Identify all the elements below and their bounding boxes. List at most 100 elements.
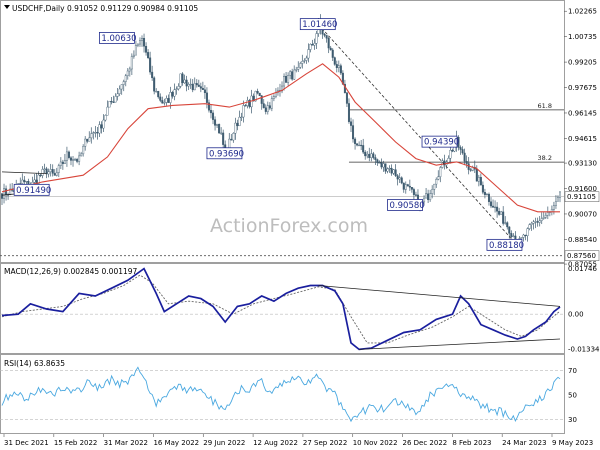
candle-body bbox=[414, 194, 417, 196]
candle-body bbox=[59, 161, 62, 166]
candle-body bbox=[542, 217, 545, 219]
fib-label: 38.2 bbox=[538, 154, 552, 162]
candle-body bbox=[3, 188, 6, 199]
x-tick-label: 26 Dec 2022 bbox=[403, 439, 448, 447]
candle-body bbox=[398, 177, 401, 180]
candle-body bbox=[90, 133, 93, 139]
candle-body bbox=[313, 43, 316, 46]
candle-body bbox=[214, 119, 217, 126]
candle-body bbox=[167, 98, 170, 103]
x-tick-label: 29 Jun 2022 bbox=[203, 439, 245, 447]
candle-body bbox=[82, 146, 85, 155]
candle-body bbox=[289, 71, 292, 76]
candle-body bbox=[159, 96, 162, 101]
moving-average-line bbox=[1, 63, 560, 213]
candle-body bbox=[315, 33, 318, 44]
y-tick-label: 0.91600 bbox=[568, 185, 597, 193]
candle-body bbox=[465, 161, 468, 164]
price-tag-label: 0.87560 bbox=[567, 252, 596, 260]
candle-body bbox=[364, 151, 367, 157]
candle-body bbox=[187, 84, 190, 87]
candle-body bbox=[266, 105, 269, 112]
candle-body bbox=[25, 181, 28, 183]
candle-body bbox=[236, 122, 239, 127]
macd-y-tick-label: 0.00 bbox=[568, 311, 584, 319]
candle-body bbox=[305, 57, 308, 61]
candle-body bbox=[169, 92, 172, 103]
price-box bbox=[98, 32, 135, 44]
candle-body bbox=[23, 179, 26, 182]
x-tick-label: 12 Aug 2022 bbox=[253, 439, 298, 447]
candle-body bbox=[207, 102, 210, 111]
candle-body bbox=[378, 162, 381, 164]
candle-body bbox=[151, 71, 154, 79]
rsi-y-tick-label: 70 bbox=[568, 367, 577, 375]
candle-body bbox=[337, 65, 340, 69]
candle-body bbox=[433, 183, 436, 190]
candle-body bbox=[384, 163, 387, 172]
price-layer: 1.00630 1.01460 0.93690 0.94390 0.90580 0.881… bbox=[1, 14, 562, 251]
candle-body bbox=[360, 144, 363, 147]
x-tick-label: 31 Dec 2021 bbox=[4, 439, 49, 447]
candle-body bbox=[165, 98, 168, 103]
candle-body bbox=[354, 138, 357, 144]
triangle-down-icon[interactable] bbox=[4, 5, 10, 9]
dashed-trendline bbox=[318, 24, 518, 246]
candle-body bbox=[138, 40, 141, 45]
candle-body bbox=[134, 45, 137, 56]
x-tick-label: 24 Mar 2023 bbox=[502, 439, 546, 447]
candle-body bbox=[43, 168, 46, 170]
y-tick-label: 0.99205 bbox=[568, 59, 597, 67]
candle-body bbox=[256, 90, 259, 94]
candle-body bbox=[5, 188, 8, 195]
candle-body bbox=[183, 79, 186, 84]
candle-body bbox=[155, 91, 158, 93]
candle-body bbox=[212, 112, 215, 120]
candle-body bbox=[163, 102, 166, 104]
rsi-header: RSI(14) 63.8635 bbox=[4, 359, 65, 368]
candle-body bbox=[540, 218, 543, 221]
candle-body bbox=[559, 191, 562, 198]
candle-body bbox=[232, 133, 235, 141]
candle-body bbox=[65, 151, 68, 161]
candle-body bbox=[106, 106, 109, 116]
candle-body bbox=[220, 132, 223, 134]
candle-body bbox=[297, 67, 300, 70]
candle-body bbox=[74, 159, 77, 161]
candle-body bbox=[352, 125, 355, 140]
candle-body bbox=[222, 132, 225, 145]
candle-body bbox=[177, 86, 180, 90]
candle-body bbox=[195, 83, 198, 86]
price-box bbox=[299, 18, 336, 31]
candle-body bbox=[331, 49, 334, 58]
candle-body bbox=[147, 52, 150, 59]
price-box-label: 0.93690 bbox=[209, 149, 244, 159]
candle-body bbox=[33, 179, 36, 183]
candle-body bbox=[544, 215, 547, 218]
candle-body bbox=[536, 221, 539, 223]
candle-body bbox=[496, 206, 499, 212]
candle-body bbox=[193, 83, 196, 91]
x-tick-label: 15 Feb 2022 bbox=[54, 439, 98, 447]
candle-body bbox=[205, 92, 208, 103]
candle-body bbox=[532, 221, 535, 224]
candle-body bbox=[370, 153, 373, 158]
macd-header: MACD(12,26,9) 0.002845 0.001197 bbox=[4, 267, 138, 276]
candle-body bbox=[510, 233, 513, 237]
price-box bbox=[387, 199, 423, 211]
candle-body bbox=[189, 83, 192, 86]
price-box-label: 1.01460 bbox=[302, 20, 337, 30]
candle-body bbox=[530, 223, 533, 225]
candle-body bbox=[494, 206, 497, 209]
x-tick-label: 31 Mar 2022 bbox=[104, 439, 148, 447]
candle-body bbox=[457, 137, 460, 148]
y-tick-label: 0.88540 bbox=[568, 236, 597, 244]
candle-body bbox=[94, 132, 97, 134]
candle-body bbox=[400, 177, 403, 184]
candle-body bbox=[299, 63, 302, 68]
y-tick-label: 1.00735 bbox=[568, 33, 597, 41]
candle-body bbox=[136, 43, 139, 46]
candle-body bbox=[394, 169, 397, 176]
candle-body bbox=[78, 155, 81, 162]
candle-body bbox=[427, 193, 430, 200]
